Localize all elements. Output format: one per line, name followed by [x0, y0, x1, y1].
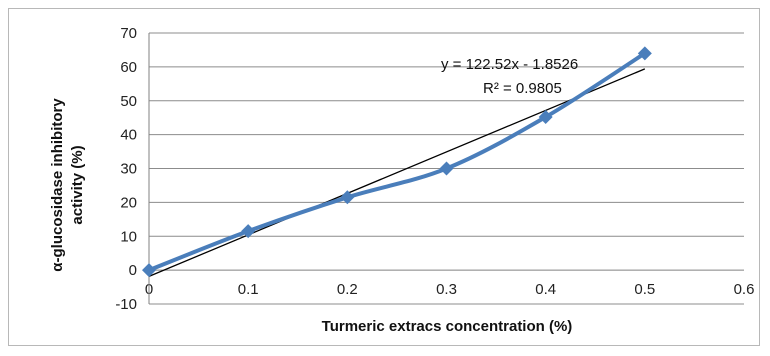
- x-tick-label: 0.2: [337, 281, 358, 298]
- x-tick-label: 0.3: [436, 281, 457, 298]
- y-tick-label: 40: [120, 127, 137, 144]
- y-tick-labels: -10 0 10 20 30 40 50 60 70: [115, 25, 137, 313]
- linear-trendline: [148, 68, 646, 278]
- data-point-marker: [340, 190, 355, 205]
- trendline-equation: y = 122.52x - 1.8526: [441, 56, 578, 73]
- x-axis-title: Turmeric extracs concentration (%): [322, 318, 573, 335]
- data-point-marker: [241, 224, 256, 239]
- x-tick-label: 0.1: [238, 281, 259, 298]
- y-tick-label: 10: [120, 228, 137, 245]
- y-axis-title-line2: activity (%): [69, 145, 86, 224]
- r-squared-label: R² = 0.9805: [483, 80, 562, 97]
- data-markers: [142, 46, 652, 278]
- y-tick-label: 0: [129, 262, 137, 279]
- y-tick-label: 60: [120, 59, 137, 76]
- y-tick-label: -10: [115, 296, 137, 313]
- x-tick-label: 0.6: [734, 281, 755, 298]
- data-point-marker: [142, 263, 156, 278]
- y-tick-label: 50: [120, 93, 137, 110]
- data-point-marker: [637, 46, 652, 61]
- data-point-marker: [439, 161, 454, 176]
- data-point-marker: [538, 110, 553, 125]
- x-tick-label: 0.4: [535, 281, 556, 298]
- series-line: [148, 51, 646, 272]
- chart-frame: [8, 8, 760, 346]
- y-tick-label: 30: [120, 161, 137, 178]
- y-axis-title-line1: α-glucosidase inhibitory: [49, 98, 66, 272]
- x-tick-labels: 0 0.1 0.2 0.3 0.4 0.5 0.6: [145, 281, 755, 298]
- y-tick-label: 20: [120, 194, 137, 211]
- y-tick-label: 70: [120, 25, 137, 42]
- x-tick-label: 0.5: [634, 281, 655, 298]
